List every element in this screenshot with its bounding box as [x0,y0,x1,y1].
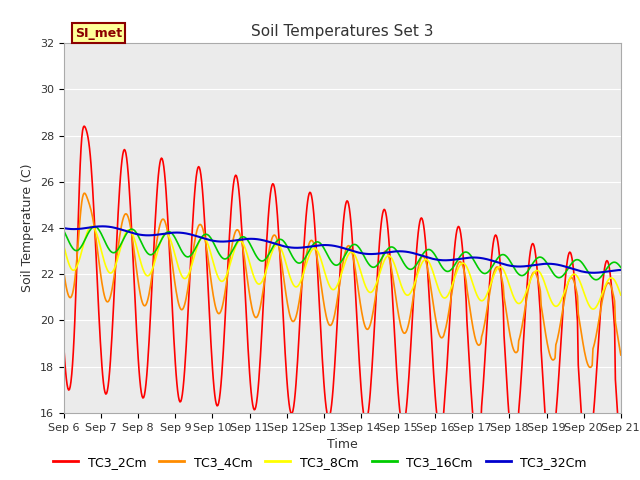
TC3_4Cm [207,277,215,283]
TC3_32Cm [566,265,574,271]
TC3_2Cm [335,295,342,301]
TC3_32Cm [590,270,598,276]
TC3_8Cm [566,275,574,280]
Line: TC3_8Cm: TC3_8Cm [64,226,621,309]
TC3_2Cm [389,298,397,303]
Line: TC3_32Cm: TC3_32Cm [64,227,621,273]
TC3_4Cm [586,364,594,370]
TC3_32Cm [207,238,215,243]
TC3_8Cm [444,293,451,299]
TC3_16Cm [335,262,342,267]
TC3_32Cm [335,244,342,250]
TC3_8Cm [183,274,191,280]
TC3_8Cm [60,243,68,249]
Line: TC3_2Cm: TC3_2Cm [64,126,621,479]
TC3_2Cm [617,457,625,463]
TC3_32Cm [617,267,625,273]
TC3_16Cm [444,268,451,274]
TC3_16Cm [183,254,191,260]
TC3_16Cm [207,235,215,241]
TC3_32Cm [183,231,191,237]
TC3_2Cm [444,354,451,360]
TC3_32Cm [444,257,451,263]
TC3_32Cm [99,224,106,229]
TC3_4Cm [566,275,574,281]
TC3_2Cm [566,250,574,255]
TC3_8Cm [207,251,215,257]
TC3_2Cm [60,347,68,352]
TC3_4Cm [335,288,342,294]
TC3_2Cm [207,340,215,346]
TC3_4Cm [80,191,88,196]
TC3_8Cm [88,223,96,229]
TC3_8Cm [589,306,596,312]
TC3_8Cm [617,292,625,298]
TC3_8Cm [335,279,342,285]
Text: SI_met: SI_met [75,26,122,39]
TC3_16Cm [60,228,68,234]
Y-axis label: Soil Temperature (C): Soil Temperature (C) [22,164,35,292]
Line: TC3_16Cm: TC3_16Cm [64,227,621,280]
Legend: TC3_2Cm, TC3_4Cm, TC3_8Cm, TC3_16Cm, TC3_32Cm: TC3_2Cm, TC3_4Cm, TC3_8Cm, TC3_16Cm, TC3… [48,451,592,474]
TC3_2Cm [80,123,88,129]
TC3_32Cm [389,249,397,254]
TC3_2Cm [183,330,191,336]
TC3_2Cm [584,476,592,480]
TC3_16Cm [617,264,625,270]
TC3_4Cm [389,273,397,279]
TC3_16Cm [91,224,99,229]
TC3_4Cm [617,352,625,358]
TC3_4Cm [60,270,68,276]
X-axis label: Time: Time [327,438,358,451]
TC3_4Cm [444,316,451,322]
TC3_16Cm [389,244,397,250]
TC3_8Cm [389,257,397,263]
Title: Soil Temperatures Set 3: Soil Temperatures Set 3 [251,24,434,39]
TC3_16Cm [566,262,574,268]
TC3_32Cm [60,225,68,231]
Line: TC3_4Cm: TC3_4Cm [64,193,621,367]
TC3_16Cm [592,277,600,283]
TC3_4Cm [183,291,191,297]
